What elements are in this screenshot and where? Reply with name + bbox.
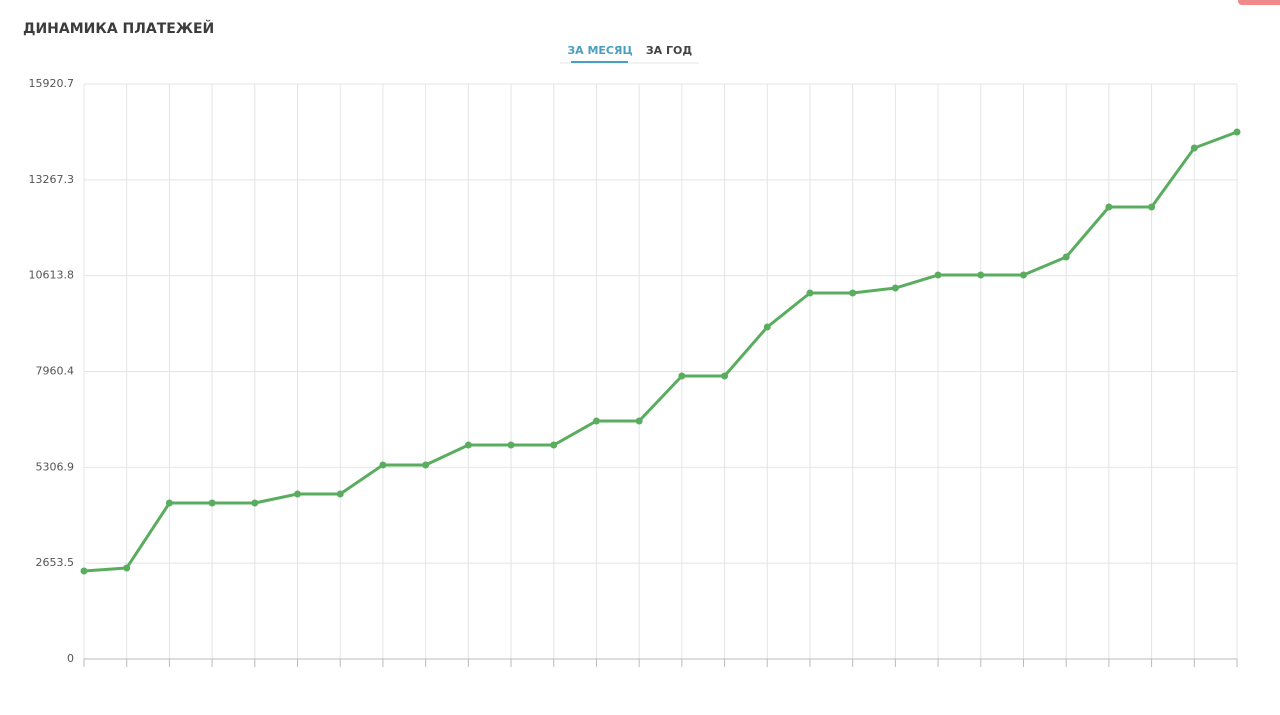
- chart-title: ДИНАМИКА ПЛАТЕЖЕЙ: [23, 20, 214, 37]
- point: [464, 441, 472, 449]
- y-tick-label: 2653.5: [36, 556, 75, 569]
- point: [1105, 203, 1113, 211]
- point: [635, 417, 643, 425]
- point: [763, 323, 771, 331]
- point: [208, 499, 216, 507]
- point: [1148, 203, 1156, 211]
- point: [1019, 271, 1027, 279]
- line: [83, 130, 1238, 573]
- y-tick-label: 5306.9: [36, 460, 75, 473]
- point: [934, 271, 942, 279]
- point: [422, 461, 430, 469]
- point: [165, 499, 173, 507]
- corner-button[interactable]: [1238, 0, 1280, 5]
- point: [507, 441, 515, 449]
- y-tick-label: 13267.3: [29, 173, 75, 186]
- point: [1062, 253, 1070, 261]
- point: [123, 564, 131, 572]
- point: [592, 417, 600, 425]
- point: [1190, 144, 1198, 152]
- tab[interactable]: ЗА МЕСЯЦ: [567, 44, 632, 57]
- point: [891, 284, 899, 292]
- point: [1233, 128, 1241, 136]
- point: [251, 499, 259, 507]
- tab[interactable]: ЗА ГОД: [646, 44, 693, 57]
- point: [977, 271, 985, 279]
- point: [379, 461, 387, 469]
- point: [721, 372, 729, 380]
- point: [336, 490, 344, 498]
- y-tick-label: 0: [67, 652, 74, 665]
- point: [294, 490, 302, 498]
- point: [678, 372, 686, 380]
- y-tick-label: 15920.7: [29, 77, 75, 90]
- y-tick-label: 7960.4: [36, 364, 75, 377]
- point: [80, 567, 88, 575]
- y-tick-label: 10613.8: [29, 269, 75, 282]
- point: [849, 289, 857, 297]
- point: [806, 289, 814, 297]
- point: [550, 441, 558, 449]
